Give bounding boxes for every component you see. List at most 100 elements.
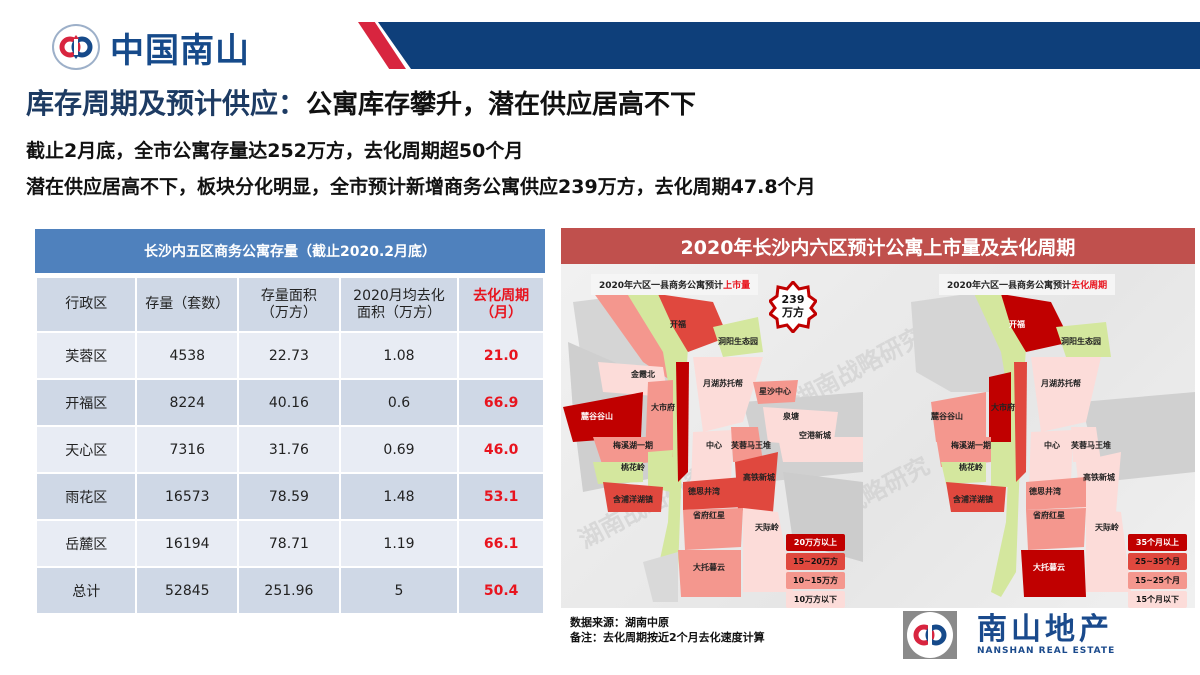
cell-cycle: 53.1 — [457, 472, 545, 521]
region-label: 桃花岭 — [621, 463, 645, 472]
cell-district: 雨花区 — [34, 472, 138, 521]
subtitle-line-2: 潜在供应居高不下，板块分化明显，全市预计新增商务公寓供应239万方，去化周期47… — [26, 176, 816, 198]
table-row: 天心区 7316 31.76 0.69 46.0 — [34, 425, 545, 474]
logo-text: 中国南山 — [110, 30, 250, 71]
subtitle-line-1: 截止2月底，全市公寓存量达252万方，去化周期超50个月 — [26, 140, 524, 162]
region-label: 大市府 — [651, 403, 675, 412]
data-source: 数据来源：湖南中原 — [570, 616, 669, 629]
region-label: 省府红星 — [1033, 511, 1065, 520]
region-label: 高铁新城 — [743, 473, 775, 482]
region-label: 中心 — [1044, 441, 1060, 450]
table-row: 雨花区 16573 78.59 1.48 53.1 — [34, 472, 545, 521]
region-label: 含浦洋湖镇 — [953, 495, 993, 504]
logo-emblem-icon — [903, 611, 957, 659]
supply-map-shapes — [563, 287, 863, 602]
map-panel-title: 2020年长沙内六区预计公寓上市量及去化周期 — [561, 228, 1195, 264]
region-label: 开福 — [670, 320, 686, 329]
cell-area: 78.59 — [237, 472, 341, 521]
supply-total-badge: 239 万方 — [769, 281, 817, 333]
col-header-district: 行政区 — [34, 276, 138, 333]
supply-map-caption: 2020年六区一县商务公寓预计上市量 — [591, 274, 759, 295]
region-label: 梅溪湖一期 — [613, 441, 653, 450]
legend-item: 35个月以上 — [1128, 534, 1187, 551]
cell-area: 251.96 — [237, 566, 341, 615]
cycle-legend: 35个月以上 25~35个月 15~25个月 15个月以下 — [1128, 534, 1187, 610]
region-label: 开福 — [1009, 320, 1025, 329]
region-label: 泉塘 — [783, 412, 799, 421]
cell-cycle: 66.1 — [457, 519, 545, 568]
region-label: 金霞北 — [631, 370, 655, 379]
region-label: 大托暮云 — [693, 563, 725, 572]
legend-item: 10万方以下 — [786, 591, 845, 608]
region-label: 洞阳生态园 — [718, 337, 758, 346]
cell-units: 16573 — [135, 472, 240, 521]
cell-units: 7316 — [135, 425, 240, 474]
cell-units: 16194 — [135, 519, 240, 568]
cell-cycle: 66.9 — [457, 378, 545, 427]
logo-en-text: NANSHAN REAL ESTATE — [977, 646, 1116, 656]
inventory-table: 长沙内五区商务公寓存量（截止2020.2月底） 行政区 存量（套数） 存量面积（… — [34, 229, 545, 615]
col-header-units: 存量（套数） — [135, 276, 240, 333]
cell-monthly: 5 — [338, 566, 460, 615]
company-logo: 中国南山 — [52, 24, 250, 71]
title-main: 库存周期及预计供应： — [26, 87, 307, 120]
table-title: 长沙内五区商务公寓存量（截止2020.2月底） — [35, 229, 545, 273]
region-label: 月湖苏托帮 — [703, 379, 743, 388]
region-label: 空港新城 — [799, 431, 831, 440]
region-label: 月湖苏托帮 — [1041, 379, 1081, 388]
region-label: 桃花岭 — [959, 463, 983, 472]
table-row: 芙蓉区 4538 22.73 1.08 21.0 — [34, 331, 545, 380]
cell-area: 40.16 — [237, 378, 341, 427]
title-sub: 公寓库存攀升，潜在供应居高不下 — [306, 90, 697, 120]
nanshan-logo: 南山地产 NANSHAN REAL ESTATE — [903, 611, 1115, 659]
legend-item: 20万方以上 — [786, 534, 845, 551]
cell-monthly: 1.08 — [338, 331, 460, 380]
cell-monthly: 0.6 — [338, 378, 460, 427]
region-label: 省府红星 — [693, 511, 725, 520]
logo-cn-text: 南山地产 — [977, 612, 1113, 647]
region-label: 含浦洋湖镇 — [613, 495, 653, 504]
region-label: 高铁新城 — [1083, 473, 1115, 482]
cycle-map-caption: 2020年六区一县商务公寓预计去化周期 — [939, 274, 1116, 295]
legend-item: 25~35个月 — [1128, 553, 1187, 570]
table-row: 开福区 8224 40.16 0.6 66.9 — [34, 378, 545, 427]
cell-area: 78.71 — [237, 519, 341, 568]
region-label: 德思井湾 — [688, 487, 720, 496]
cycle-map-shapes — [911, 287, 1195, 597]
region-label: 梅溪湖一期 — [951, 441, 991, 450]
legend-item: 10~15万方 — [786, 572, 845, 589]
cell-monthly: 1.19 — [338, 519, 460, 568]
footnotes: 数据来源：湖南中原 备注：去化周期按近2个月去化速度计算 — [570, 615, 765, 645]
cell-area: 31.76 — [237, 425, 341, 474]
logo-emblem-icon — [52, 24, 100, 70]
region-label: 星沙中心 — [759, 387, 791, 396]
supply-legend: 20万方以上 15~20万方 10~15万方 10万方以下 — [786, 534, 845, 610]
region-label: 麓谷谷山 — [931, 412, 963, 421]
cell-district: 开福区 — [34, 378, 138, 427]
supply-map: 2020年六区一县商务公寓预计上市量 239 万方 开福 洞阳生态园 金霞北 月湖… — [563, 272, 863, 608]
cell-cycle: 21.0 — [457, 331, 545, 380]
region-label: 麓谷谷山 — [581, 412, 613, 421]
region-label: 芙蓉马王堆 — [731, 441, 771, 450]
legend-item: 15~25个月 — [1128, 572, 1187, 589]
table-row: 岳麓区 16194 78.71 1.19 66.1 — [34, 519, 545, 568]
region-label: 天际岭 — [755, 523, 779, 532]
table-header-row: 行政区 存量（套数） 存量面积 （万方） 2020月均去化 面积（万方） 去化周期（… — [34, 276, 545, 333]
table-total-row: 总计 52845 251.96 5 50.4 — [34, 566, 545, 615]
legend-item: 15~20万方 — [786, 553, 845, 570]
cell-area: 22.73 — [237, 331, 341, 380]
cycle-map: 2020年六区一县商务公寓预计去化周期 开福 洞阳生态园 月湖苏托帮 麓谷谷山 … — [911, 272, 1195, 608]
cell-cycle: 50.4 — [457, 566, 545, 615]
cell-district: 天心区 — [34, 425, 138, 474]
region-label: 芙蓉马王堆 — [1071, 441, 1111, 450]
region-label: 中心 — [706, 441, 722, 450]
cell-monthly: 1.48 — [338, 472, 460, 521]
col-header-area: 存量面积 （万方） — [237, 276, 341, 333]
map-panel: 2020年长沙内六区预计公寓上市量及去化周期 湖南战略研究 湖南战略研究 湖南战… — [561, 228, 1195, 608]
col-header-monthly: 2020月均去化 面积（万方） — [338, 276, 460, 333]
cell-cycle: 46.0 — [457, 425, 545, 474]
cell-monthly: 0.69 — [338, 425, 460, 474]
region-label: 洞阳生态园 — [1061, 337, 1101, 346]
col-header-cycle: 去化周期 （月） — [457, 276, 545, 333]
cell-units: 8224 — [135, 378, 240, 427]
